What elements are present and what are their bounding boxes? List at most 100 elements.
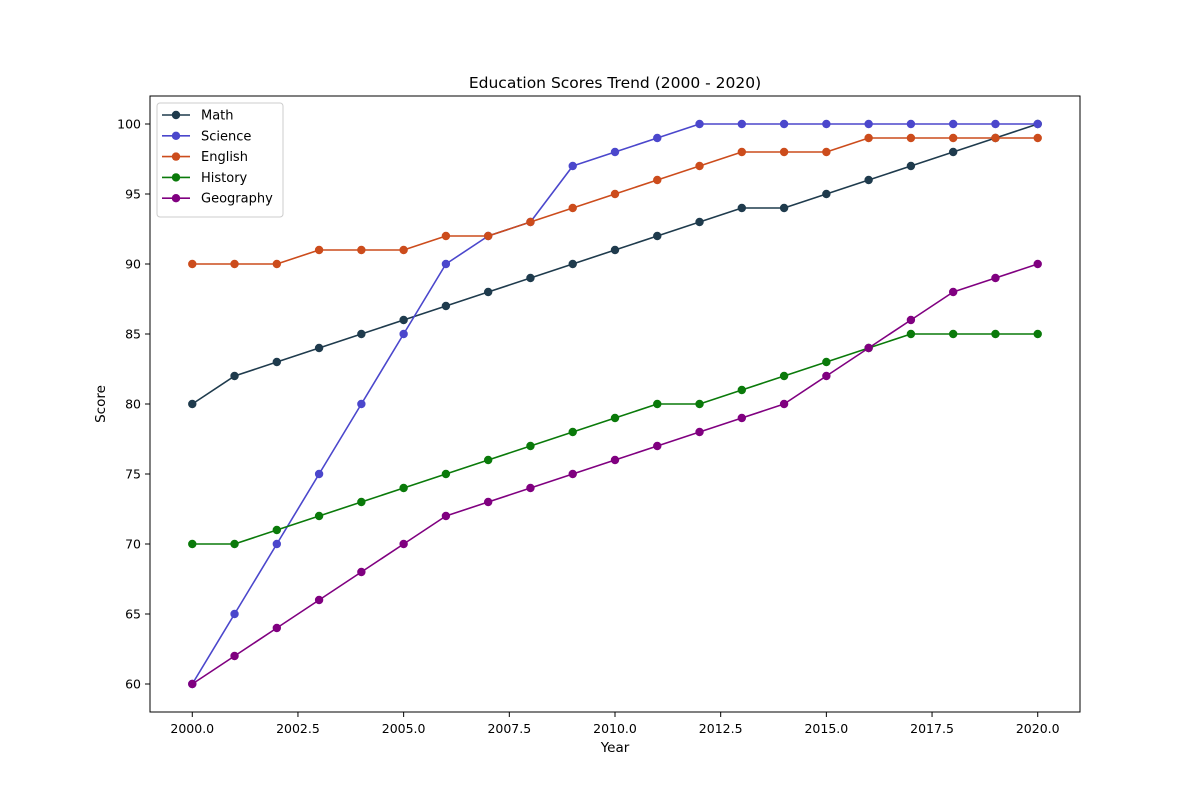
legend-label-history: History: [201, 171, 248, 186]
data-point-english: [1033, 133, 1042, 143]
data-point-english: [272, 259, 282, 269]
data-point-math: [441, 301, 451, 311]
x-tick-label: 2012.5: [699, 721, 743, 736]
data-point-math: [779, 203, 789, 213]
y-tick-label: 70: [125, 537, 141, 552]
data-point-history: [314, 511, 324, 521]
series-history: [188, 329, 1042, 549]
data-point-english: [483, 231, 493, 241]
data-point-math: [948, 147, 958, 157]
data-point-geography: [822, 371, 831, 381]
data-point-english: [779, 147, 789, 157]
x-tick-label: 2005.0: [382, 721, 426, 736]
data-point-geography: [1033, 259, 1042, 269]
y-tick-label: 60: [125, 677, 141, 692]
data-point-history: [610, 413, 620, 423]
data-point-math: [737, 203, 747, 213]
data-point-geography: [653, 441, 662, 451]
data-point-history: [526, 441, 535, 451]
y-tick-label: 90: [125, 257, 141, 272]
legend-label-english: English: [201, 150, 248, 165]
data-point-english: [610, 189, 620, 199]
data-point-science: [441, 259, 451, 269]
y-tick-label: 85: [125, 327, 141, 342]
data-point-geography: [695, 427, 704, 437]
data-point-english: [653, 175, 662, 185]
data-point-history: [399, 483, 408, 493]
data-point-geography: [779, 399, 789, 409]
x-tick-label: 2000.0: [170, 721, 214, 736]
data-point-history: [441, 469, 451, 479]
legend-marker-history: [171, 173, 181, 182]
data-point-math: [906, 161, 916, 171]
data-point-geography: [441, 511, 451, 521]
data-point-history: [483, 455, 493, 465]
data-point-english: [737, 147, 747, 157]
data-point-math: [864, 175, 873, 185]
data-point-english: [188, 259, 197, 269]
data-point-english: [230, 259, 239, 269]
data-point-english: [399, 245, 408, 255]
data-point-math: [188, 399, 197, 409]
data-point-science: [610, 147, 620, 157]
data-point-math: [230, 371, 239, 381]
series-geography: [188, 259, 1042, 689]
data-point-history: [779, 371, 789, 381]
data-point-english: [357, 245, 366, 255]
y-tick-label: 65: [125, 607, 141, 622]
data-point-math: [610, 245, 620, 255]
legend-item-history: History: [162, 171, 248, 186]
data-point-math: [399, 315, 408, 325]
data-point-math: [653, 231, 662, 241]
data-point-history: [948, 329, 958, 339]
data-point-history: [357, 497, 366, 507]
legend-label-geography: Geography: [201, 192, 273, 207]
legend-item-geography: Geography: [162, 192, 273, 207]
y-tick-label: 80: [125, 397, 141, 412]
data-point-math: [314, 343, 324, 353]
data-point-geography: [272, 623, 282, 633]
x-tick-label: 2007.5: [487, 721, 531, 736]
data-point-science: [822, 119, 831, 129]
legend-marker-science: [171, 131, 181, 140]
y-tick-label: 95: [125, 187, 141, 202]
data-point-history: [188, 539, 197, 549]
data-point-math: [822, 189, 831, 199]
data-point-history: [272, 525, 282, 535]
x-tick-label: 2010.0: [593, 721, 637, 736]
chart-title: Education Scores Trend (2000 - 2020): [469, 74, 761, 92]
x-tick-label: 2002.5: [276, 721, 320, 736]
data-point-history: [653, 399, 662, 409]
data-point-geography: [568, 469, 577, 479]
data-point-english: [864, 133, 873, 143]
data-point-history: [230, 539, 239, 549]
legend-item-english: English: [162, 150, 248, 165]
plot-area: 2000.0 2002.5 2005.0 2007.5 2010.0 2012.5 2015…: [117, 95, 1081, 736]
data-point-english: [695, 161, 704, 171]
data-point-science: [314, 469, 324, 479]
x-tick-label: 2017.5: [910, 721, 954, 736]
legend-label-math: Math: [201, 109, 234, 124]
data-point-science: [695, 119, 704, 129]
data-point-geography: [188, 679, 197, 689]
data-point-geography: [906, 315, 916, 325]
data-point-english: [906, 133, 916, 143]
data-point-science: [272, 539, 282, 549]
data-point-english: [526, 217, 535, 227]
x-tick-label: 2020.0: [1016, 721, 1060, 736]
data-point-science: [948, 119, 958, 129]
data-point-geography: [230, 651, 239, 661]
data-point-geography: [864, 343, 873, 353]
data-point-geography: [526, 483, 535, 493]
data-point-science: [737, 119, 747, 129]
y-axis-label: Score: [93, 385, 109, 423]
data-point-history: [906, 329, 916, 339]
data-point-english: [568, 203, 577, 213]
data-point-science: [568, 161, 577, 171]
y-tick-label: 100: [117, 117, 141, 132]
data-point-science: [230, 609, 239, 619]
data-point-science: [399, 329, 408, 339]
data-point-science: [653, 133, 662, 143]
data-point-math: [526, 273, 535, 283]
